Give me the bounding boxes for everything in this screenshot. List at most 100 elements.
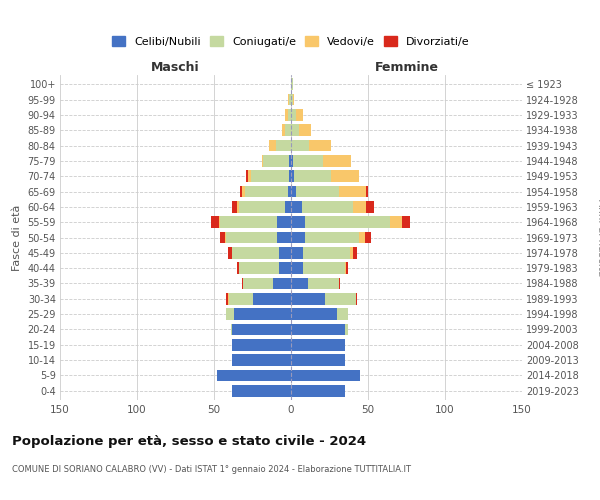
Bar <box>323 155 351 166</box>
Bar <box>291 262 304 274</box>
Bar <box>288 109 291 120</box>
Bar <box>226 293 228 304</box>
Bar <box>232 385 291 396</box>
Bar <box>353 201 367 212</box>
Bar <box>242 278 243 289</box>
Bar <box>285 201 291 212</box>
Bar <box>288 186 291 198</box>
Text: COMUNE DI SORIANO CALABRO (VV) - Dati ISTAT 1° gennaio 2024 - Elaborazione TUTTI: COMUNE DI SORIANO CALABRO (VV) - Dati IS… <box>12 465 411 474</box>
Bar <box>220 232 225 243</box>
Bar <box>291 155 293 166</box>
Bar <box>325 293 356 304</box>
Bar <box>262 155 263 166</box>
Bar <box>291 278 308 289</box>
Bar <box>263 155 289 166</box>
Bar <box>243 278 272 289</box>
Bar <box>277 232 291 243</box>
Bar <box>253 293 291 304</box>
Bar <box>228 247 232 258</box>
Bar <box>296 186 339 198</box>
Bar <box>367 186 368 198</box>
Bar <box>305 216 389 228</box>
Bar <box>310 140 331 151</box>
Bar <box>293 94 294 106</box>
Bar <box>353 247 357 258</box>
Bar <box>232 201 237 212</box>
Bar <box>278 247 291 258</box>
Bar <box>365 232 371 243</box>
Legend: Celibi/Nubili, Coniugati/e, Vedovi/e, Divorziati/e: Celibi/Nubili, Coniugati/e, Vedovi/e, Di… <box>108 32 474 52</box>
Bar <box>291 140 310 151</box>
Bar <box>291 308 337 320</box>
Bar <box>291 339 345 350</box>
Y-axis label: Fasce di età: Fasce di età <box>12 204 22 270</box>
Bar <box>282 124 285 136</box>
Bar <box>291 293 325 304</box>
Bar <box>291 216 305 228</box>
Bar <box>291 385 345 396</box>
Bar <box>308 278 339 289</box>
Bar <box>291 324 345 335</box>
Bar <box>211 216 218 228</box>
Bar <box>291 232 305 243</box>
Bar <box>304 262 345 274</box>
Bar <box>291 94 293 106</box>
Bar <box>239 262 278 274</box>
Bar <box>296 109 304 120</box>
Bar <box>285 124 291 136</box>
Bar <box>302 201 353 212</box>
Bar <box>304 247 350 258</box>
Bar <box>289 94 291 106</box>
Bar <box>272 278 291 289</box>
Bar <box>217 370 291 381</box>
Bar <box>350 247 353 258</box>
Bar <box>291 78 293 90</box>
Bar <box>356 293 357 304</box>
Bar <box>226 308 234 320</box>
Bar <box>229 293 253 304</box>
Bar <box>291 354 345 366</box>
Text: Maschi: Maschi <box>151 61 200 74</box>
Bar <box>269 140 275 151</box>
Bar <box>367 201 374 212</box>
Bar <box>291 201 302 212</box>
Bar <box>291 170 294 182</box>
Bar <box>220 216 277 228</box>
Bar <box>288 94 289 106</box>
Bar <box>291 247 304 258</box>
Bar <box>291 124 299 136</box>
Bar <box>359 232 365 243</box>
Bar <box>299 124 311 136</box>
Bar <box>225 232 226 243</box>
Bar <box>232 247 278 258</box>
Bar <box>278 262 291 274</box>
Bar <box>294 170 331 182</box>
Bar <box>291 186 296 198</box>
Bar <box>305 232 359 243</box>
Bar <box>247 170 248 182</box>
Y-axis label: Anni di nascita: Anni di nascita <box>596 199 600 276</box>
Bar <box>275 140 291 151</box>
Bar <box>285 109 288 120</box>
Bar <box>228 293 229 304</box>
Bar <box>291 109 296 120</box>
Bar <box>237 201 239 212</box>
Bar <box>237 262 239 274</box>
Bar <box>293 155 323 166</box>
Bar <box>339 278 340 289</box>
Bar <box>289 170 291 182</box>
Bar <box>240 186 242 198</box>
Bar <box>291 370 360 381</box>
Text: Femmine: Femmine <box>374 61 439 74</box>
Bar <box>248 170 251 182</box>
Bar <box>232 339 291 350</box>
Bar <box>239 201 285 212</box>
Bar <box>345 262 346 274</box>
Bar <box>331 170 359 182</box>
Bar <box>231 324 232 335</box>
Bar <box>242 186 245 198</box>
Bar <box>289 155 291 166</box>
Bar <box>226 232 277 243</box>
Bar <box>234 308 291 320</box>
Text: Popolazione per età, sesso e stato civile - 2024: Popolazione per età, sesso e stato civil… <box>12 435 366 448</box>
